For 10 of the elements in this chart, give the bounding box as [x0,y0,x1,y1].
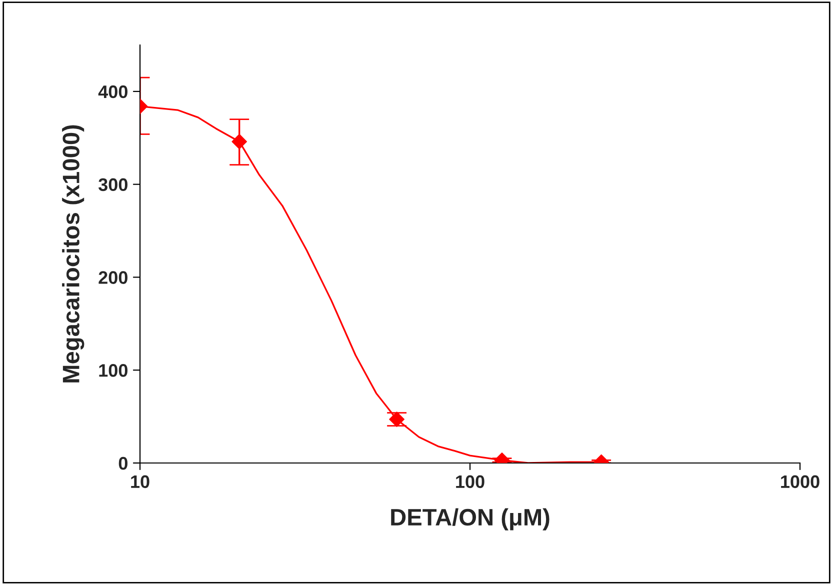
x-tick-label: 100 [456,475,484,488]
y-tick-label: 200 [98,271,128,284]
x-tick-label: 1000 [781,475,820,488]
x-axis-title: DETA/ON (μM) [391,508,550,530]
y-tick-label: 100 [99,364,128,377]
y-tick-label: 0 [118,456,128,470]
y-tick-label: 300 [98,178,128,192]
y-axis-title: Megacariocitos (x1000) [62,125,84,382]
y-tick-label: 400 [98,85,128,98]
x-tick-label: 10 [131,475,150,488]
